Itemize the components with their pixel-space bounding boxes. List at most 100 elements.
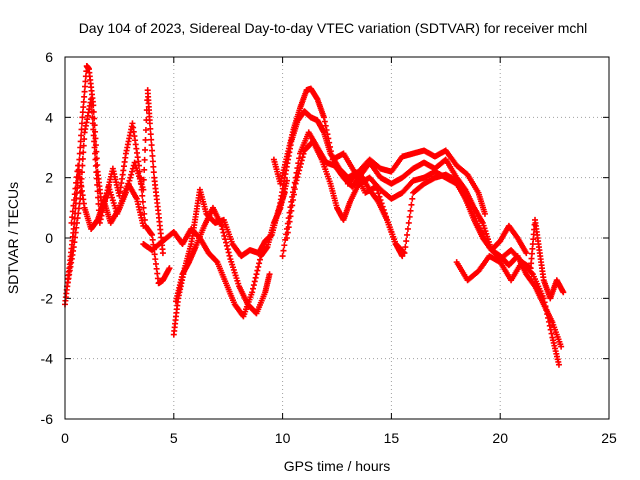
data-point [285, 224, 292, 231]
data-point [407, 207, 414, 214]
data-point [94, 188, 101, 195]
data-point [80, 104, 87, 111]
data-point [148, 136, 155, 143]
series-arc-10 [283, 138, 562, 368]
x-tick-label: 10 [275, 430, 291, 446]
data-point [402, 244, 409, 251]
data-point [298, 157, 305, 164]
data-point [80, 142, 87, 149]
data-point [406, 213, 413, 220]
data-point [223, 239, 230, 246]
data-point [294, 174, 301, 181]
data-point [102, 194, 109, 201]
data-point [213, 258, 220, 265]
data-point [71, 196, 78, 203]
data-point [88, 108, 95, 115]
data-point [142, 146, 149, 153]
data-point [81, 88, 88, 95]
data-point [150, 163, 157, 170]
data-point [293, 177, 300, 184]
data-point [140, 204, 147, 211]
data-point [283, 235, 290, 241]
data-point [149, 158, 156, 165]
data-point [403, 238, 410, 245]
data-point [256, 256, 263, 263]
data-point [288, 207, 295, 214]
data-point [68, 219, 75, 226]
data-point [286, 218, 293, 225]
data-point [401, 250, 408, 257]
data-point [250, 282, 257, 289]
chart-title: Day 104 of 2023, Sidereal Day-to-day VTE… [79, 20, 588, 36]
data-point [69, 214, 76, 221]
series-arc-6 [172, 204, 273, 317]
data-point [149, 147, 156, 154]
data-point [251, 278, 258, 285]
data-point [222, 236, 229, 243]
y-tick-label: 6 [45, 49, 53, 65]
data-point [279, 253, 286, 260]
data-point [95, 200, 102, 207]
data-point [142, 136, 149, 143]
data-point [558, 343, 565, 350]
series-arc-12 [453, 216, 567, 302]
data-point [255, 263, 262, 270]
data-point [79, 114, 86, 121]
data-point [291, 186, 298, 193]
y-tick-label: -6 [41, 411, 54, 427]
data-point [546, 322, 553, 329]
data-point [287, 213, 294, 220]
data-point [250, 285, 257, 292]
data-point [375, 190, 382, 197]
data-point [254, 267, 261, 274]
x-tick-label: 15 [384, 430, 400, 446]
data-point [90, 132, 97, 139]
data-point [548, 330, 555, 337]
data-point [292, 180, 299, 187]
data-point [149, 152, 156, 159]
data-point [523, 250, 530, 257]
data-point [405, 219, 412, 226]
data-point [78, 132, 85, 139]
data-point [127, 174, 134, 181]
plot-frame [64, 56, 610, 420]
data-point [76, 150, 83, 157]
data-point [409, 195, 416, 202]
data-point [73, 174, 80, 181]
data-point [555, 361, 562, 368]
data-point [221, 232, 228, 239]
data-point [140, 222, 147, 229]
data-point [77, 138, 84, 145]
data-point [140, 186, 147, 193]
data-point [70, 202, 77, 209]
data-point [296, 167, 303, 174]
data-point [256, 260, 263, 267]
series-arc-8 [275, 108, 488, 217]
data-point [295, 170, 302, 177]
series-arc-11 [344, 168, 565, 350]
data-point [225, 249, 232, 256]
data-point [147, 125, 154, 132]
data-point [79, 155, 86, 162]
y-tick-labels: -6 -4 -2 0 2 4 6 [41, 49, 54, 427]
data-point [226, 252, 233, 259]
data-point [281, 242, 288, 249]
data-point [266, 271, 273, 278]
y-axis-label: SDTVAR / TECUs [5, 182, 21, 294]
series-layer [62, 63, 567, 368]
data-point [297, 164, 304, 171]
data-point [92, 162, 99, 169]
data-point [322, 122, 329, 129]
series-arc-3 [68, 162, 147, 232]
data-point [148, 142, 155, 149]
data-point [404, 225, 411, 232]
x-tick-labels: 0 5 10 15 20 25 [61, 430, 617, 446]
data-point [88, 102, 95, 109]
data-point [223, 242, 230, 249]
data-point [481, 210, 488, 217]
y-tick-label: 0 [45, 230, 53, 246]
data-point [159, 250, 166, 257]
x-tick-label: 20 [492, 430, 508, 446]
data-point [78, 120, 85, 127]
